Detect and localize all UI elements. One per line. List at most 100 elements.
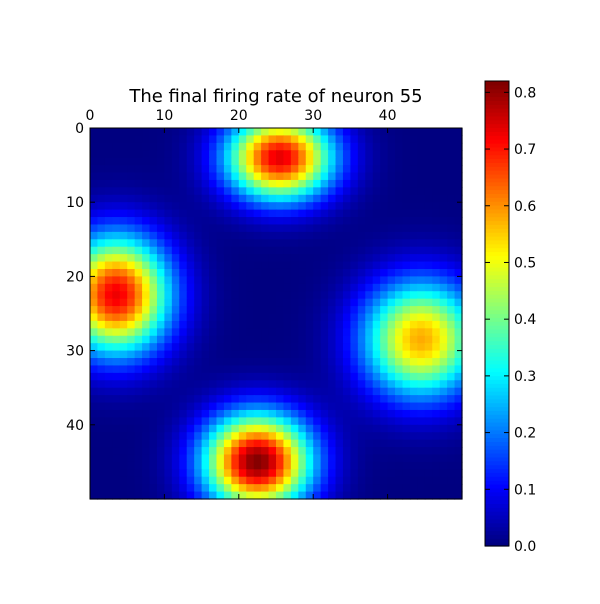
heatmap-cell (365, 461, 374, 470)
colorbar-segment (485, 441, 509, 446)
heatmap-cell (439, 343, 448, 352)
colorbar-segment (485, 538, 509, 543)
heatmap-cell (127, 217, 136, 226)
heatmap-cell (357, 128, 366, 137)
heatmap-cell (432, 179, 441, 188)
heatmap-cell (402, 209, 411, 218)
heatmap-cell (171, 328, 180, 337)
heatmap-cell (149, 350, 158, 359)
heatmap-cell (276, 179, 285, 188)
heatmap-cell (246, 128, 255, 137)
heatmap-cell (328, 328, 337, 337)
heatmap-cell (171, 402, 180, 411)
heatmap-cell (305, 261, 314, 270)
heatmap-cell (313, 157, 322, 166)
heatmap-cell (90, 484, 99, 493)
heatmap-cell (194, 276, 203, 285)
heatmap-cell (439, 268, 448, 277)
heatmap-cell (365, 283, 374, 292)
heatmap-cell (290, 476, 299, 485)
heatmap-cell (454, 231, 463, 240)
heatmap-cell (313, 484, 322, 493)
heatmap-cell (342, 491, 351, 500)
heatmap-cell (313, 350, 322, 359)
heatmap-cell (395, 261, 404, 270)
heatmap-cell (112, 461, 121, 470)
heatmap-cell (372, 328, 381, 337)
heatmap-cell (216, 409, 225, 418)
heatmap-cell (246, 268, 255, 277)
heatmap-cell (142, 328, 151, 337)
heatmap-cell (261, 231, 270, 240)
heatmap-cell (149, 447, 158, 456)
heatmap-cell (253, 306, 262, 315)
heatmap-cell (290, 358, 299, 367)
heatmap-cell (290, 157, 299, 166)
heatmap-cell (276, 194, 285, 203)
heatmap-cell (186, 268, 195, 277)
heatmap-cell (380, 476, 389, 485)
heatmap-cell (313, 417, 322, 426)
heatmap-cell (127, 417, 136, 426)
heatmap-cell (97, 328, 106, 337)
heatmap-cell (127, 276, 136, 285)
heatmap-cell (402, 239, 411, 248)
x-axis-ticks: 0 10 20 30 40 (86, 108, 397, 499)
heatmap-cell (112, 202, 121, 211)
heatmap-cell (447, 409, 456, 418)
heatmap-cell (179, 358, 188, 367)
heatmap-cell (134, 142, 143, 151)
heatmap-cell (283, 491, 292, 500)
heatmap-cell (335, 179, 344, 188)
heatmap-cell (238, 128, 247, 137)
heatmap-cell (179, 157, 188, 166)
heatmap-cell (216, 461, 225, 470)
heatmap-cell (119, 313, 128, 322)
heatmap-cell (156, 365, 165, 374)
heatmap-cell (357, 209, 366, 218)
heatmap-cell (447, 350, 456, 359)
heatmap-cell (320, 209, 329, 218)
heatmap-cell (216, 157, 225, 166)
heatmap-cell (149, 365, 158, 374)
heatmap-cell (119, 491, 128, 500)
heatmap-cell (90, 276, 99, 285)
heatmap-cell (261, 179, 270, 188)
heatmap-cell (231, 276, 240, 285)
heatmap-cell (209, 424, 218, 433)
heatmap-cell (395, 387, 404, 396)
heatmap-cell (320, 358, 329, 367)
heatmap-cell (142, 194, 151, 203)
heatmap-cell (447, 387, 456, 396)
heatmap-cell (112, 187, 121, 196)
heatmap-cell (112, 328, 121, 337)
heatmap-cell (313, 328, 322, 337)
heatmap-cell (97, 372, 106, 381)
heatmap-cell (432, 135, 441, 144)
heatmap-cell (142, 172, 151, 181)
heatmap-cell (171, 358, 180, 367)
heatmap-cell (127, 142, 136, 151)
heatmap-cell (216, 313, 225, 322)
heatmap-cell (216, 454, 225, 463)
heatmap-cell (149, 128, 158, 137)
heatmap-cell (417, 224, 426, 233)
heatmap-cell (149, 306, 158, 315)
heatmap-cell (417, 283, 426, 292)
heatmap-cell (112, 491, 121, 500)
heatmap-cell (417, 239, 426, 248)
colorbar-segment (485, 135, 509, 140)
heatmap-cell (261, 268, 270, 277)
heatmap-cell (149, 454, 158, 463)
heatmap-cell (216, 358, 225, 367)
heatmap-cell (283, 268, 292, 277)
heatmap-cell (365, 372, 374, 381)
heatmap-cell (424, 313, 433, 322)
heatmap-cell (365, 313, 374, 322)
heatmap-cell (439, 387, 448, 396)
colorbar-segment (485, 282, 509, 287)
heatmap-cell (179, 402, 188, 411)
heatmap-cell (365, 395, 374, 404)
heatmap-cell (365, 298, 374, 307)
heatmap-cell (201, 261, 210, 270)
